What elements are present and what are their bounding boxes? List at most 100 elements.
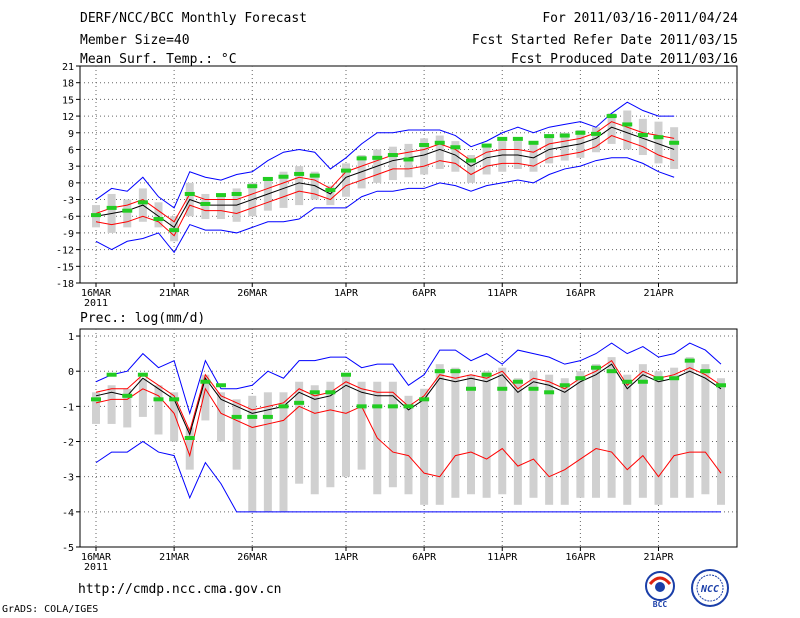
temperature-x-tick-label: 16MAR xyxy=(81,288,112,299)
precipitation-observed-marker xyxy=(137,372,148,377)
temperature-observed-marker xyxy=(325,188,336,193)
temperature-frame xyxy=(79,65,738,284)
precipitation-observed-marker xyxy=(169,397,180,402)
member-size-label: Member Size=40 xyxy=(80,33,190,48)
temperature-spread-box xyxy=(623,110,632,150)
start-date: Fcst Started Refer Date 2011/03/15 xyxy=(471,33,738,48)
precipitation-observed-marker xyxy=(200,379,211,384)
variable-label: Mean Surf. Temp.: °C xyxy=(80,52,237,67)
precipitation-x-tick-label: 6APR xyxy=(412,552,437,563)
precipitation-y-tick-label: -5 xyxy=(62,543,74,554)
temperature-observed-marker xyxy=(387,153,398,158)
precipitation-lower-envelope-line xyxy=(95,440,721,513)
temperature-observed-marker xyxy=(466,158,476,163)
temperature-observed-marker xyxy=(262,176,273,181)
temperature-observed-marker xyxy=(122,208,133,213)
precipitation-x-tick-label: 26MAR xyxy=(237,552,268,563)
temperature-observed-marker xyxy=(575,130,586,135)
precipitation-observed-marker xyxy=(247,414,258,419)
temperature-observed-marker xyxy=(91,213,101,218)
temperature-spread-box xyxy=(388,146,397,181)
precipitation-observed-marker xyxy=(106,372,117,377)
produced-date: Fcst Produced Date 2011/03/16 xyxy=(511,52,738,67)
precipitation-x-tick-label: 16APR xyxy=(565,552,596,563)
temperature-y-tick-label: 6 xyxy=(68,145,74,156)
precipitation-observed-marker xyxy=(309,390,320,395)
precipitation-spread-box xyxy=(717,378,725,505)
precipitation-x-tick-label: 1APR xyxy=(334,552,359,563)
precipitation-x-tick-label: 21APR xyxy=(643,552,674,563)
temperature-y-tick-label: 9 xyxy=(68,129,74,140)
temperature-observed-marker xyxy=(216,193,226,198)
source-url[interactable]: http://cmdp.ncc.cma.gov.cn xyxy=(78,582,282,597)
temperature-observed-marker xyxy=(559,133,570,138)
temperature-observed-marker xyxy=(153,217,164,222)
temperature-y-tick-label: 21 xyxy=(62,62,74,73)
temperature-observed-marker xyxy=(184,191,195,196)
ncc-logo: NCC xyxy=(691,569,729,607)
temperature-observed-marker xyxy=(606,114,617,119)
temperature-y-tick-label: 12 xyxy=(62,112,74,123)
temperature-spread-box xyxy=(467,155,475,183)
temperature-spread-box xyxy=(326,185,335,206)
precipitation-spread-box xyxy=(404,395,413,495)
precipitation-spread-box xyxy=(451,367,460,498)
precipitation-observed-marker xyxy=(122,393,133,398)
precipitation-observed-marker xyxy=(669,376,680,381)
precipitation-observed-marker xyxy=(341,372,351,377)
temperature-observed-marker xyxy=(278,174,289,179)
precipitation-observed-marker xyxy=(356,404,367,409)
precipitation-spread-box xyxy=(107,385,116,424)
precipitation-ensemble-mean-line xyxy=(95,363,722,436)
precipitation-spread-box xyxy=(545,374,554,505)
precipitation-spread-box xyxy=(201,374,210,421)
precipitation-spread-box xyxy=(279,392,288,512)
precipitation-spread-box xyxy=(701,364,710,495)
temperature-spread-box xyxy=(498,141,507,172)
precipitation-observed-marker xyxy=(606,369,617,374)
temperature-observed-marker xyxy=(591,131,601,136)
temperature-observed-marker xyxy=(528,140,539,145)
temperature-observed-marker xyxy=(356,156,367,161)
precipitation-spread-box xyxy=(248,395,257,512)
precipitation-x-tick-label: 11APR xyxy=(487,552,518,563)
precipitation-y-tick-label: -2 xyxy=(62,438,74,449)
temperature-observed-marker xyxy=(653,135,664,140)
precipitation-observed-marker xyxy=(325,390,336,395)
precipitation-observed-marker xyxy=(591,365,601,370)
precipitation-spread-box xyxy=(685,357,694,498)
temperature-observed-marker xyxy=(497,136,508,141)
temperature-spread-box xyxy=(451,141,460,172)
temperature-x-tick-label: 21MAR xyxy=(159,288,190,299)
temperature-x-tick-label: 11APR xyxy=(487,288,518,299)
temperature-x-tick-year: 2011 xyxy=(84,298,108,309)
precipitation-spread-box xyxy=(310,385,319,495)
precipitation-y-tick-label: -1 xyxy=(62,402,74,413)
temperature-y-tick-label: -6 xyxy=(62,212,74,223)
precipitation-spread-box xyxy=(482,371,491,498)
temperature-spread-box xyxy=(482,146,491,175)
precipitation-y-tick-label: 1 xyxy=(68,332,74,343)
temperature-observed-marker xyxy=(372,155,383,160)
temperature-spread-box xyxy=(217,193,225,220)
temperature-y-tick-label: -3 xyxy=(62,196,74,207)
temperature-observed-marker xyxy=(434,140,445,145)
temperature-spread-box xyxy=(435,135,444,169)
precipitation-spread-box xyxy=(154,385,163,435)
precipitation-observed-marker xyxy=(294,400,305,405)
temperature-observed-marker xyxy=(106,205,117,210)
precipitation-spread-box xyxy=(623,374,632,505)
precipitation-observed-marker xyxy=(184,436,195,440)
precipitation-spread-box xyxy=(388,381,397,488)
precipitation-spread-box xyxy=(326,381,335,488)
precipitation-observed-marker xyxy=(216,383,226,388)
precipitation-observed-marker xyxy=(684,358,695,363)
precipitation-x-tick-label: 16MAR xyxy=(81,552,112,563)
precipitation-y-tick-label: 0 xyxy=(68,367,74,378)
precipitation-spread-box xyxy=(217,392,225,442)
precipitation-spread-box xyxy=(123,388,132,428)
bcc-logo-text: BCC xyxy=(653,600,668,608)
precipitation-observed-marker xyxy=(419,397,430,402)
precipitation-observed-marker xyxy=(653,376,664,381)
chart-title: DERF/NCC/BCC Monthly Forecast xyxy=(80,11,307,26)
